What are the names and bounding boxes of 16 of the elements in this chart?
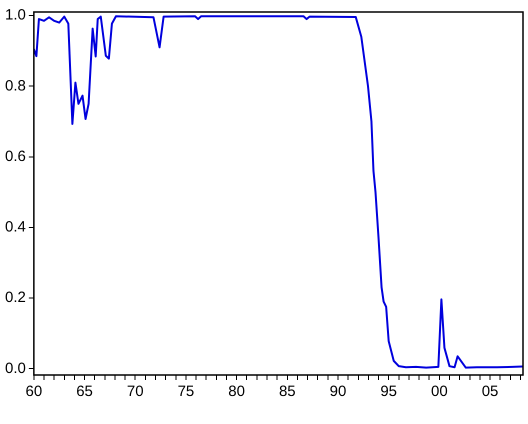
x-tick-label: 60 [26,383,42,400]
y-tick-label: 0.8 [4,77,26,94]
x-tick-label: 65 [76,383,93,400]
x-tick-label: 75 [178,383,194,400]
x-tick-label: 90 [330,383,346,400]
x-tick-label: 85 [278,383,296,400]
y-tick-label: 0.6 [4,148,26,165]
y-tick-label: 1.0 [4,6,26,24]
x-tick-label: 70 [126,383,144,400]
x-tick-label: 95 [380,383,398,400]
x-tick-label: 00 [431,383,448,400]
x-tick-label: 05 [482,383,498,400]
y-tick-label: 0.0 [4,360,26,377]
y-tick-label: 0.2 [4,289,26,306]
y-tick-label: 0.4 [4,218,26,236]
x-tick-label: 80 [228,383,245,400]
